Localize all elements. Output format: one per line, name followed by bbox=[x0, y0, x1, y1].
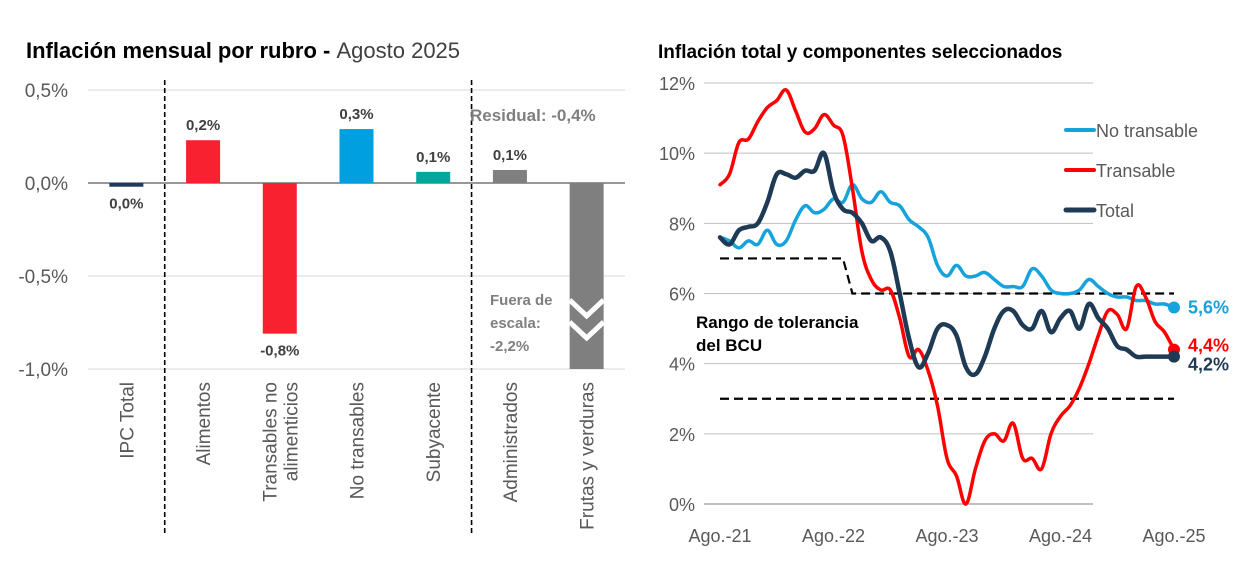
bar-transables-no-alimenticios bbox=[262, 183, 297, 334]
end-marker-total bbox=[1168, 350, 1180, 363]
x-tick-label: IPC Total bbox=[117, 382, 138, 459]
line-chart-legend: No transable Transable Total bbox=[1063, 121, 1198, 221]
line-chart-x-axis: Ago.-21 Ago.-22 Ago.-23 Ago.-24 Ago.-25 bbox=[688, 526, 1205, 546]
x-tick-label: Transables no bbox=[260, 382, 281, 502]
x-tick-label-group: Transables no alimenticios bbox=[260, 382, 302, 502]
y-tick-label: 4% bbox=[669, 355, 695, 375]
bar-chart-title-bold: Inflación mensual por rubro - bbox=[26, 38, 336, 63]
end-label-no-transable: 5,6% bbox=[1188, 298, 1229, 318]
y-tick-label: 6% bbox=[669, 285, 695, 305]
data-label: 0,3% bbox=[339, 106, 373, 123]
tolerance-band-label-line: Rango de tolerancia bbox=[696, 313, 859, 332]
series-line-transable bbox=[718, 88, 1176, 506]
x-tick-label-group: IPC Total bbox=[117, 382, 138, 459]
x-tick-label: Frutas y verduras bbox=[578, 382, 599, 530]
tolerance-band-label: Rango de tolerancia del BCU bbox=[696, 313, 859, 355]
legend-label-no-transable: No transable bbox=[1096, 121, 1198, 141]
bar-chart-y-axis: 0,5% 0,0% -0,5% -1,0% bbox=[18, 81, 68, 381]
tolerance-upper-bound bbox=[720, 257, 1174, 295]
bar-chart-bars bbox=[109, 129, 606, 369]
data-label: 0,1% bbox=[416, 149, 450, 166]
x-tick-label-group: Subyacente bbox=[424, 382, 445, 482]
bar-no-transables bbox=[339, 129, 374, 183]
y-tick-label: 0% bbox=[669, 495, 695, 515]
y-tick-label: 0,0% bbox=[25, 174, 68, 195]
data-label: 0,2% bbox=[186, 117, 220, 134]
x-tick-label: No transables bbox=[348, 382, 369, 499]
line-chart-title: Inflación total y componentes selecciona… bbox=[658, 42, 1062, 63]
x-tick-label-group: No transables bbox=[348, 382, 369, 499]
series-line-no-transable bbox=[718, 182, 1176, 310]
line-chart-end-labels: 5,6% 4,4%4,2% bbox=[1168, 298, 1229, 375]
data-label: 0,0% bbox=[109, 196, 143, 213]
x-tick-label: Ago.-24 bbox=[1029, 526, 1092, 546]
y-tick-label: -0,5% bbox=[18, 267, 68, 288]
x-tick-label: alimenticios bbox=[281, 382, 302, 481]
bar-subyacente bbox=[416, 171, 451, 183]
out-of-scale-annotation: escala: bbox=[490, 315, 541, 332]
x-tick-label-group: Administrados bbox=[501, 382, 522, 502]
tolerance-band-label-line: del BCU bbox=[696, 336, 762, 355]
bar-chart-annotations: Residual: -0,4% Fuera de escala: -2,2% bbox=[470, 106, 596, 355]
bar-ipc-total bbox=[109, 183, 144, 187]
y-tick-label: -1,0% bbox=[18, 360, 68, 381]
end-label-total: 4,2% bbox=[1188, 355, 1229, 375]
tolerance-band bbox=[720, 257, 1174, 400]
bar-chart-x-axis: IPC Total Alimentos Transables no alimentic… bbox=[117, 382, 598, 530]
data-label: -0,8% bbox=[260, 343, 299, 360]
bar-chart-title-regular: Agosto 2025 bbox=[336, 38, 460, 63]
y-tick-label: 10% bbox=[659, 144, 695, 164]
out-of-scale-chevron-icon bbox=[567, 298, 606, 320]
x-tick-label: Ago.-25 bbox=[1142, 526, 1205, 546]
y-tick-label: 0,5% bbox=[25, 81, 68, 102]
bar-chart-separators bbox=[163, 80, 473, 536]
out-of-scale-annotation: -2,2% bbox=[490, 338, 529, 355]
x-tick-label-group: Frutas y verduras bbox=[578, 382, 599, 530]
y-tick-label: 2% bbox=[669, 425, 695, 445]
x-tick-label-group: Alimentos bbox=[194, 382, 215, 465]
data-label: 0,1% bbox=[493, 147, 527, 164]
legend-label-transable: Transable bbox=[1096, 161, 1175, 181]
end-marker-no-transable bbox=[1168, 301, 1180, 314]
series-line-total bbox=[717, 150, 1177, 378]
line-chart-y-axis: 0% 2% 4% 6% 8% 10% 12% bbox=[659, 74, 695, 515]
bar-alimentos bbox=[186, 140, 221, 183]
bar-chart-data-labels: 0,0% 0,2% -0,8% 0,3% 0,1% 0,1% bbox=[109, 106, 527, 360]
x-tick-label: Subyacente bbox=[424, 382, 445, 482]
bar-chart: Inflación mensual por rubro - Agosto 202… bbox=[18, 38, 625, 536]
y-tick-label: 8% bbox=[669, 214, 695, 234]
x-tick-label: Alimentos bbox=[194, 382, 215, 465]
bar-chart-gridlines bbox=[88, 89, 625, 370]
legend-label-total: Total bbox=[1096, 201, 1134, 221]
x-tick-label: Ago.-23 bbox=[915, 526, 978, 546]
bar-administrados bbox=[492, 169, 527, 183]
line-chart: Inflación total y componentes selecciona… bbox=[658, 42, 1229, 546]
x-tick-label: Administrados bbox=[501, 382, 522, 502]
end-label-transable: 4,4% bbox=[1188, 336, 1229, 356]
bar-chart-title: Inflación mensual por rubro - Agosto 202… bbox=[26, 38, 460, 63]
line-chart-series bbox=[717, 88, 1177, 506]
x-tick-label: Ago.-21 bbox=[688, 526, 751, 546]
out-of-scale-annotation: Fuera de bbox=[490, 292, 553, 309]
residual-annotation: Residual: -0,4% bbox=[470, 106, 596, 125]
x-tick-label: Ago.-22 bbox=[802, 526, 865, 546]
out-of-scale-chevron-icon bbox=[567, 320, 606, 342]
y-tick-label: 12% bbox=[659, 74, 695, 94]
